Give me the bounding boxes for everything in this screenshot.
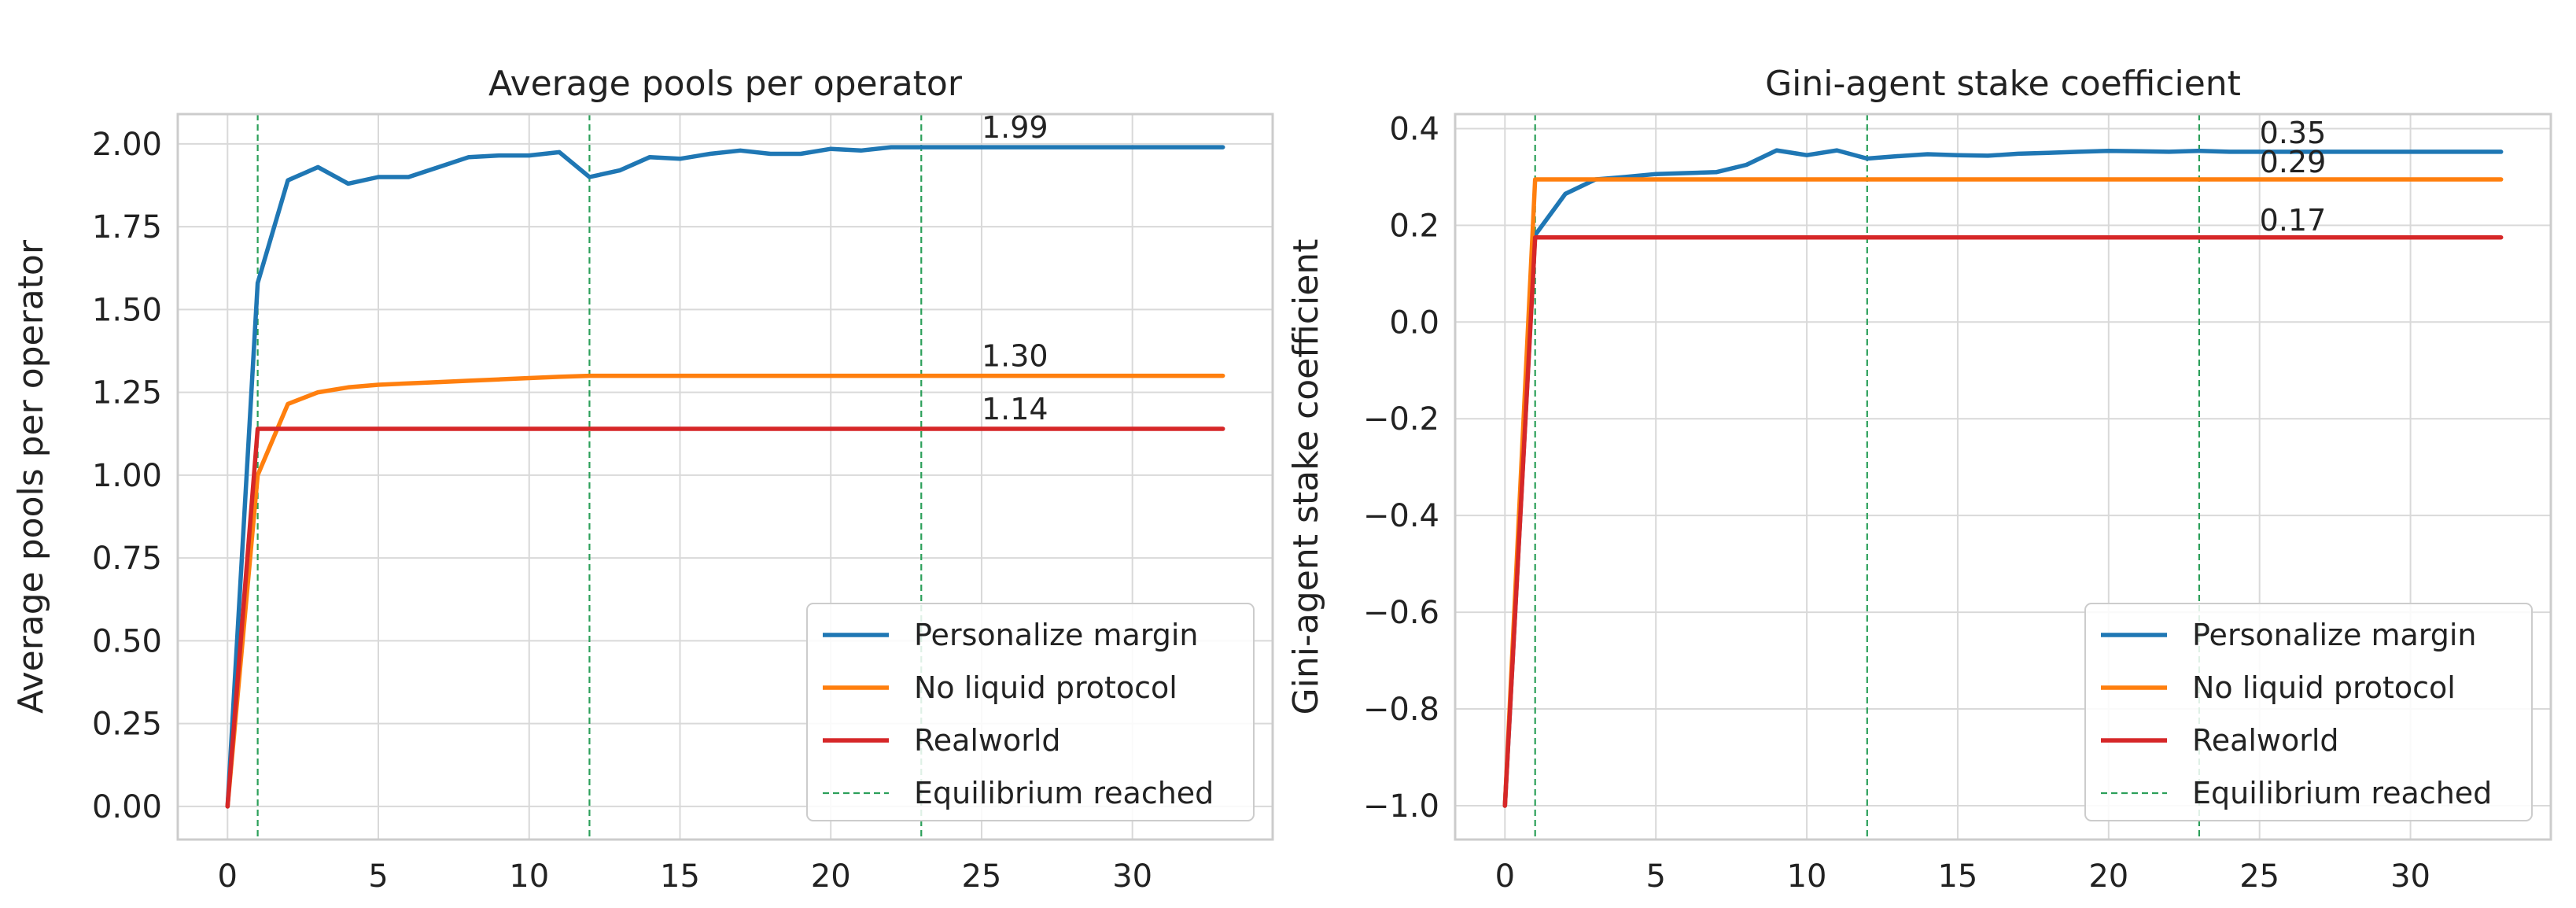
data-annotation: 0.35	[2260, 116, 2327, 150]
axes-frame	[176, 113, 1274, 841]
axes-frame	[1454, 113, 2552, 841]
x-tick-label: 10	[509, 858, 549, 895]
x-tick-label: 5	[1645, 858, 1665, 895]
data-annotation: 1.30	[982, 339, 1048, 374]
y-tick-label: 0.0	[1389, 305, 1439, 341]
x-tick-label: 0	[1495, 858, 1515, 895]
data-annotation: 0.17	[2260, 203, 2327, 238]
x-tick-label: 15	[660, 858, 700, 895]
y-tick-label: 1.75	[92, 209, 162, 245]
y-tick-label: −1.0	[1363, 788, 1439, 825]
chart-title: Gini-agent stake coefficient	[1765, 64, 2241, 104]
legend-label: Equilibrium reached	[914, 776, 1214, 810]
x-tick-label: 20	[811, 858, 851, 895]
data-annotation: 1.99	[982, 110, 1048, 145]
legend-box	[806, 603, 1255, 821]
chart-title: Average pools per operator	[488, 64, 963, 104]
series-line-no-liquid-protocol	[1502, 177, 2504, 808]
x-tick-label: 30	[1112, 858, 1152, 895]
legend-label: Realworld	[914, 723, 1061, 758]
y-tick-label: 0.2	[1389, 208, 1439, 244]
y-tick-label: 0.75	[92, 541, 162, 577]
y-tick-label: 1.50	[92, 292, 162, 328]
series-line-realworld	[1502, 234, 2504, 808]
panel-average-pools: 0.00 0.25 0.50 0.75 1.00 1.25 1.50 1.75 2.00 0 5 10…	[11, 64, 1274, 895]
legend-label: Personalize margin	[914, 618, 1199, 652]
y-axis-label: Gini-agent stake coefficient	[1286, 239, 1326, 715]
y-tick-label: 1.00	[92, 458, 162, 494]
legend-label: Personalize margin	[2192, 618, 2477, 652]
legend-label: Realworld	[2192, 723, 2339, 758]
legend-label: Equilibrium reached	[2192, 776, 2492, 810]
data-annotation: 0.29	[2260, 145, 2327, 179]
y-tick-label: −0.6	[1363, 595, 1439, 631]
legend-box	[2084, 603, 2533, 821]
x-tick-label: 15	[1937, 858, 1977, 895]
x-tick-label: 25	[2239, 858, 2279, 895]
y-tick-label: −0.2	[1363, 401, 1439, 437]
legend-label: No liquid protocol	[914, 670, 1177, 705]
y-tick-label: 0.4	[1389, 111, 1439, 147]
y-axis-label: Average pools per operator	[11, 239, 51, 714]
y-tick-label: 0.25	[92, 707, 162, 743]
y-tick-label: −0.8	[1363, 692, 1439, 728]
y-tick-label: 0.50	[92, 623, 162, 659]
series-line-personalize-margin	[1502, 148, 2504, 808]
x-tick-label: 25	[961, 858, 1001, 895]
panel-gini-coefficient: −1.0 −0.8 −0.6 −0.4 −0.2 0.0 0.2 0.4 0 5 10 15 20 25 3…	[1286, 64, 2552, 895]
x-tick-label: 5	[368, 858, 388, 895]
x-tick-label: 0	[218, 858, 238, 895]
y-tick-label: −0.4	[1363, 498, 1439, 534]
y-tick-label: 1.25	[92, 375, 162, 412]
series-line-personalize-margin	[225, 145, 1225, 809]
data-annotation: 1.14	[982, 392, 1048, 426]
legend-label: No liquid protocol	[2192, 670, 2456, 705]
series-line-realworld	[225, 426, 1225, 809]
y-tick-label: 0.00	[92, 789, 162, 825]
y-tick-label: 2.00	[92, 127, 162, 163]
x-tick-label: 20	[2088, 858, 2128, 895]
series-line-no-liquid-protocol	[225, 373, 1225, 809]
x-tick-label: 10	[1787, 858, 1827, 895]
x-tick-label: 30	[2390, 858, 2430, 895]
